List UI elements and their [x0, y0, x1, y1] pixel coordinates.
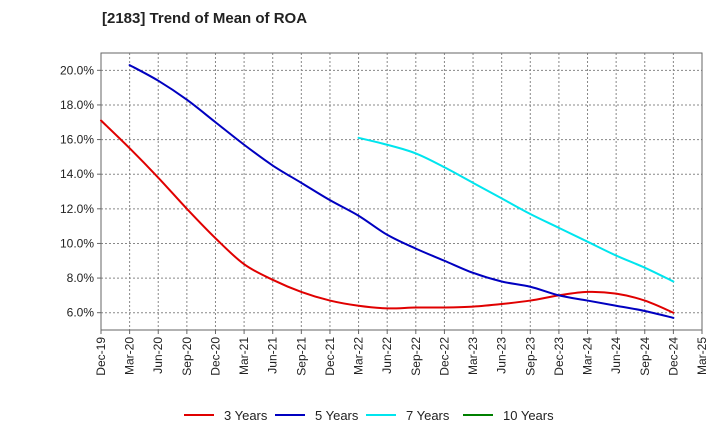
- x-tick-label: Dec-22: [437, 337, 451, 376]
- x-tick-label: Mar-24: [581, 337, 595, 375]
- x-tick-label: Jun-22: [380, 337, 394, 374]
- x-tick-label: Dec-24: [666, 337, 680, 376]
- legend: 3 Years 5 Years 7 Years 10 Years: [184, 408, 554, 423]
- x-tick-label: Mar-25: [695, 337, 709, 375]
- x-tick-label: Jun-20: [151, 337, 165, 374]
- y-tick-label: 18.0%: [60, 98, 94, 112]
- x-tick-label: Mar-22: [352, 337, 366, 375]
- series-line-7-years: [357, 136, 675, 283]
- x-tick-label: Sep-20: [180, 337, 194, 376]
- legend-label: 5 Years: [315, 408, 359, 423]
- y-tick-label: 10.0%: [60, 236, 94, 250]
- x-tick-label: Jun-24: [609, 337, 623, 374]
- x-tick-label: Mar-23: [466, 337, 480, 375]
- x-tick-label: Dec-19: [94, 337, 108, 376]
- axis-layer: 6.0% 8.0% 10.0% 12.0% 14.0% 16.0% 18.0% 20.0% De…: [60, 63, 709, 375]
- x-tick-label: Jun-21: [266, 337, 280, 374]
- y-tick-label: 20.0%: [60, 63, 94, 77]
- grid-layer: [101, 53, 702, 330]
- y-tick-label: 8.0%: [67, 271, 95, 285]
- x-tick-label: Sep-21: [294, 337, 308, 376]
- x-tick-label: Sep-23: [523, 337, 537, 376]
- y-tick-label: 16.0%: [60, 133, 94, 147]
- x-tick-label: Mar-21: [237, 337, 251, 375]
- x-tick-label: Mar-20: [123, 337, 137, 375]
- y-tick-label: 14.0%: [60, 167, 94, 181]
- y-tick-label: 6.0%: [67, 306, 95, 320]
- x-tick-label: Jun-23: [495, 337, 509, 374]
- plot-area: [100, 52, 703, 331]
- x-tick-label: Dec-20: [208, 337, 222, 376]
- x-tick-label: Sep-24: [638, 337, 652, 376]
- series-line-5-years: [128, 64, 675, 319]
- x-tick-label: Sep-22: [409, 337, 423, 376]
- x-tick-label: Dec-21: [323, 337, 337, 376]
- legend-label: 10 Years: [503, 408, 554, 423]
- chart-title: [2183] Trend of Mean of ROA: [102, 10, 308, 27]
- x-tick-label: Dec-23: [552, 337, 566, 376]
- legend-label: 3 Years: [224, 408, 268, 423]
- y-tick-label: 12.0%: [60, 202, 94, 216]
- series-line-3-years: [100, 119, 675, 314]
- series-layer: [100, 64, 675, 319]
- legend-label: 7 Years: [406, 408, 450, 423]
